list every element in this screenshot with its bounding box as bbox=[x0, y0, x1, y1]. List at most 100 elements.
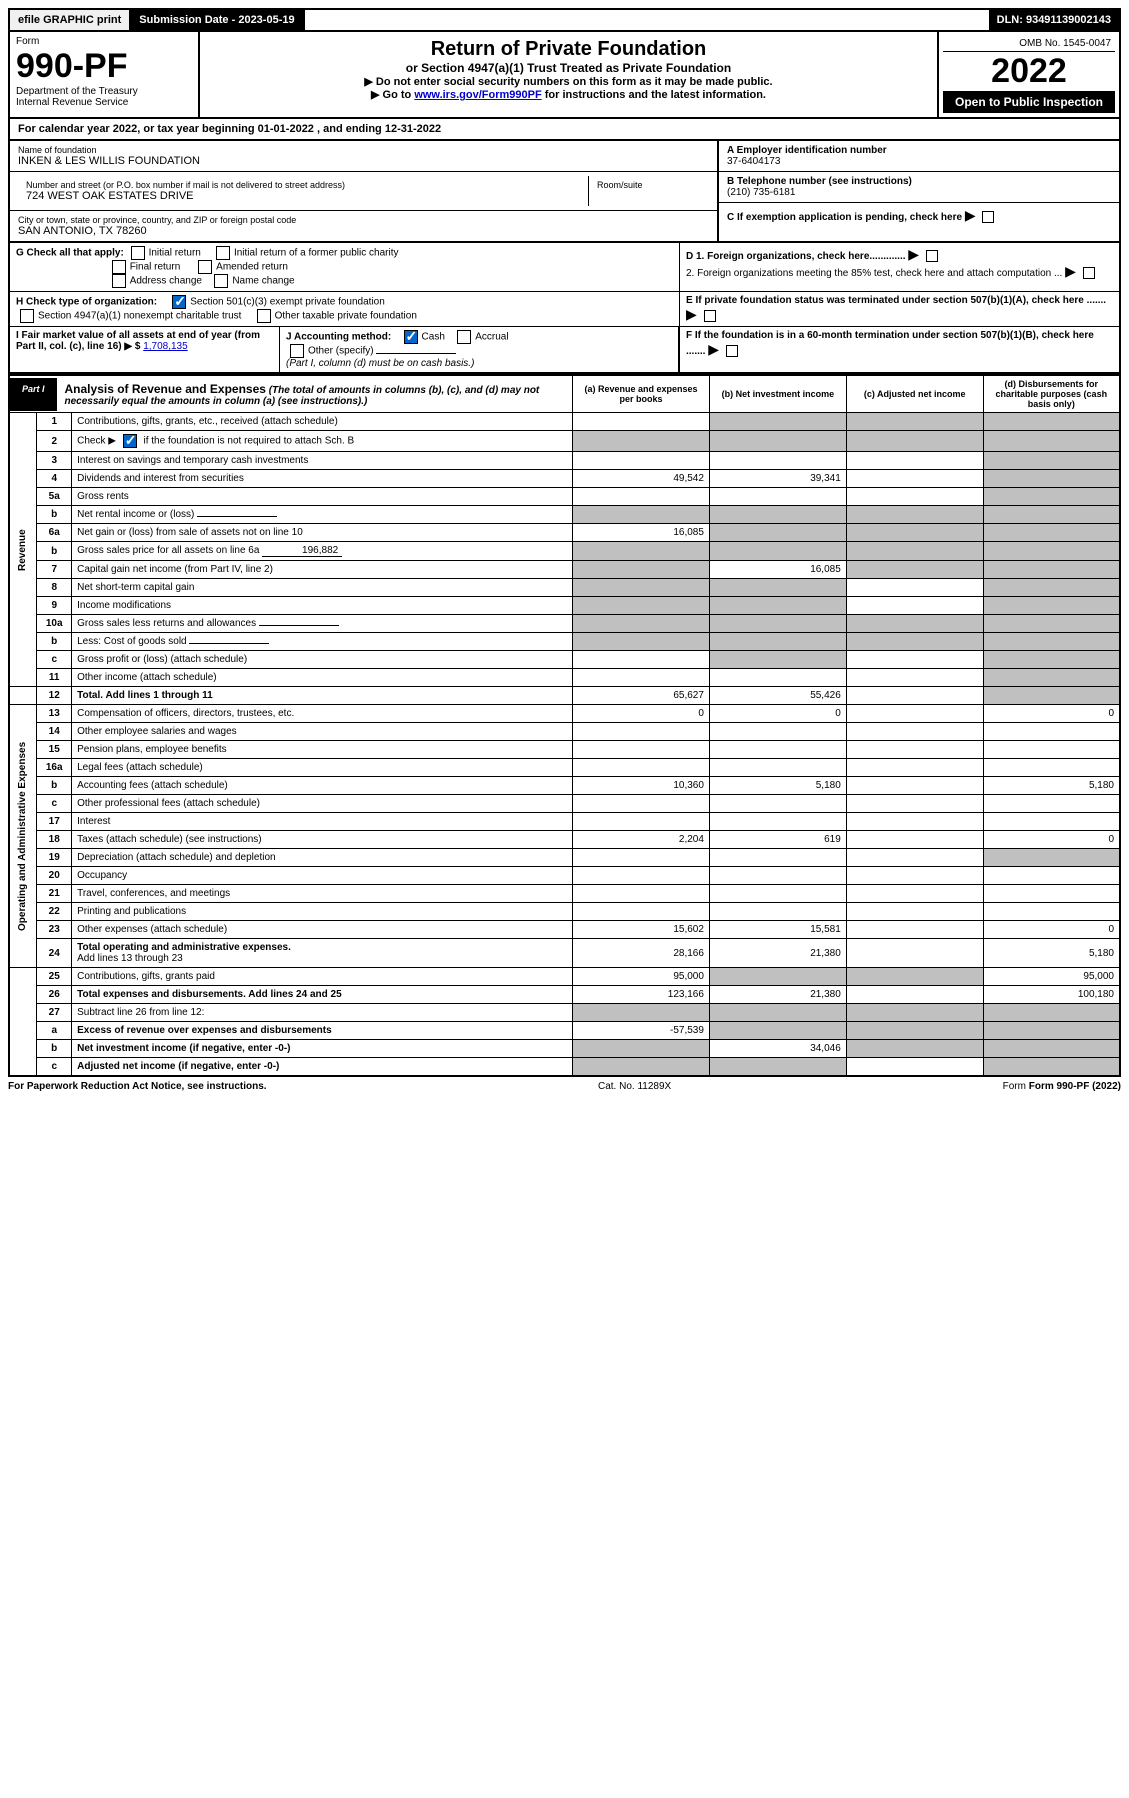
i-value[interactable]: 1,708,135 bbox=[143, 341, 188, 352]
l13-c bbox=[846, 705, 983, 723]
name-change-checkbox[interactable] bbox=[214, 274, 228, 288]
amended-return-checkbox[interactable] bbox=[198, 260, 212, 274]
l18-desc: Taxes (attach schedule) (see instruction… bbox=[72, 831, 573, 849]
l11-b bbox=[709, 669, 846, 687]
l2-desc: Check ▶ if the foundation is not require… bbox=[72, 431, 573, 452]
irs-link[interactable]: www.irs.gov/Form990PF bbox=[414, 89, 541, 101]
j-accrual-checkbox[interactable] bbox=[457, 330, 471, 344]
l3-b bbox=[709, 452, 846, 470]
l9-b bbox=[709, 597, 846, 615]
l10b-field[interactable] bbox=[189, 643, 269, 644]
l10c-d bbox=[983, 651, 1120, 669]
l6a-num: 6a bbox=[37, 524, 72, 542]
omb-number: OMB No. 1545-0047 bbox=[943, 36, 1115, 52]
l5a-a bbox=[573, 488, 710, 506]
l10a-field[interactable] bbox=[259, 625, 339, 626]
l3-d bbox=[983, 452, 1120, 470]
l24-b: 21,380 bbox=[709, 939, 846, 968]
j-other-field[interactable] bbox=[376, 353, 456, 354]
d1-checkbox[interactable] bbox=[926, 250, 938, 262]
form-id-block: Form 990-PF Department of the Treasury I… bbox=[10, 32, 200, 117]
l5b-desc: Net rental income or (loss) bbox=[72, 506, 573, 524]
l5b-a bbox=[573, 506, 710, 524]
final-return-checkbox[interactable] bbox=[112, 260, 126, 274]
l16b-desc: Accounting fees (attach schedule) bbox=[72, 777, 573, 795]
l5a-d bbox=[983, 488, 1120, 506]
col-c-header: (c) Adjusted net income bbox=[846, 375, 983, 413]
l16c-desc: Other professional fees (attach schedule… bbox=[72, 795, 573, 813]
form-header: Form 990-PF Department of the Treasury I… bbox=[8, 32, 1121, 119]
d2-checkbox[interactable] bbox=[1083, 267, 1095, 279]
form-subtitle: or Section 4947(a)(1) Trust Treated as P… bbox=[206, 61, 931, 75]
l23-a: 15,602 bbox=[573, 921, 710, 939]
h-4947-checkbox[interactable] bbox=[20, 309, 34, 323]
line-27c: c Adjusted net income (if negative, ente… bbox=[9, 1058, 1120, 1077]
initial-former-checkbox[interactable] bbox=[216, 246, 230, 260]
l27a-desc: Excess of revenue over expenses and disb… bbox=[72, 1022, 573, 1040]
f-checkbox[interactable] bbox=[726, 345, 738, 357]
l4-a: 49,542 bbox=[573, 470, 710, 488]
part1-title-cell: Analysis of Revenue and Expenses (The to… bbox=[57, 378, 573, 411]
l2-num: 2 bbox=[37, 431, 72, 452]
l26-d: 100,180 bbox=[983, 986, 1120, 1004]
j-other-label: Other (specify) bbox=[308, 346, 374, 357]
l10a-b bbox=[709, 615, 846, 633]
e-checkbox[interactable] bbox=[704, 310, 716, 322]
l16c-b bbox=[709, 795, 846, 813]
l20-a bbox=[573, 867, 710, 885]
l3-c bbox=[846, 452, 983, 470]
tax-year: 2022 bbox=[943, 52, 1115, 91]
l22-a bbox=[573, 903, 710, 921]
arrow-icon: ▶ bbox=[686, 306, 697, 322]
l25-desc: Contributions, gifts, grants paid bbox=[72, 968, 573, 986]
l10c-c bbox=[846, 651, 983, 669]
part1-header-row: Part I Analysis of Revenue and Expenses … bbox=[9, 375, 1120, 413]
l21-d bbox=[983, 885, 1120, 903]
d1-label: D 1. Foreign organizations, check here..… bbox=[686, 251, 906, 262]
l19-d bbox=[983, 849, 1120, 867]
entity-right: A Employer identification number 37-6404… bbox=[719, 141, 1119, 241]
part1-title: Analysis of Revenue and Expenses bbox=[65, 382, 266, 396]
name-change-label: Name change bbox=[232, 276, 294, 287]
l10a-text: Gross sales less returns and allowances bbox=[77, 618, 256, 629]
arrow-icon: ▶ bbox=[965, 207, 976, 223]
initial-former-label: Initial return of a former public charit… bbox=[234, 248, 399, 259]
l5b-field[interactable] bbox=[197, 516, 277, 517]
cal-end: 12-31-2022 bbox=[385, 123, 441, 135]
e-check: E If private foundation status was termi… bbox=[679, 292, 1119, 326]
l5b-num: b bbox=[37, 506, 72, 524]
l19-a bbox=[573, 849, 710, 867]
h-label: H Check type of organization: bbox=[16, 297, 157, 308]
l3-desc: Interest on savings and temporary cash i… bbox=[72, 452, 573, 470]
c-checkbox[interactable] bbox=[982, 211, 994, 223]
line-1: Revenue 1 Contributions, gifts, grants, … bbox=[9, 413, 1120, 431]
l27-b bbox=[709, 1004, 846, 1022]
l2-checkbox[interactable] bbox=[123, 434, 137, 448]
l25-b bbox=[709, 968, 846, 986]
j-cash-label: Cash bbox=[422, 332, 445, 343]
l17-c bbox=[846, 813, 983, 831]
line-16c: c Other professional fees (attach schedu… bbox=[9, 795, 1120, 813]
j-other-checkbox[interactable] bbox=[290, 344, 304, 358]
l10b-desc: Less: Cost of goods sold bbox=[72, 633, 573, 651]
l15-d bbox=[983, 741, 1120, 759]
h-other-checkbox[interactable] bbox=[257, 309, 271, 323]
l10c-b bbox=[709, 651, 846, 669]
h-501c3-checkbox[interactable] bbox=[172, 295, 186, 309]
l24-sub: Add lines 13 through 23 bbox=[77, 953, 183, 964]
efile-label[interactable]: efile GRAPHIC print bbox=[10, 10, 131, 30]
j-cash-checkbox[interactable] bbox=[404, 330, 418, 344]
top-bar: efile GRAPHIC print Submission Date - 20… bbox=[8, 8, 1121, 32]
l10a-c bbox=[846, 615, 983, 633]
addr-change-checkbox[interactable] bbox=[112, 274, 126, 288]
l27c-b bbox=[709, 1058, 846, 1077]
l16b-num: b bbox=[37, 777, 72, 795]
l8-desc: Net short-term capital gain bbox=[72, 579, 573, 597]
line-10c: c Gross profit or (loss) (attach schedul… bbox=[9, 651, 1120, 669]
l3-a bbox=[573, 452, 710, 470]
l5b-text: Net rental income or (loss) bbox=[77, 509, 194, 520]
g-check-row: G Check all that apply: Initial return I… bbox=[8, 243, 1121, 292]
l12-b: 55,426 bbox=[709, 687, 846, 705]
initial-return-checkbox[interactable] bbox=[131, 246, 145, 260]
cal-mid: , and ending bbox=[314, 123, 385, 135]
